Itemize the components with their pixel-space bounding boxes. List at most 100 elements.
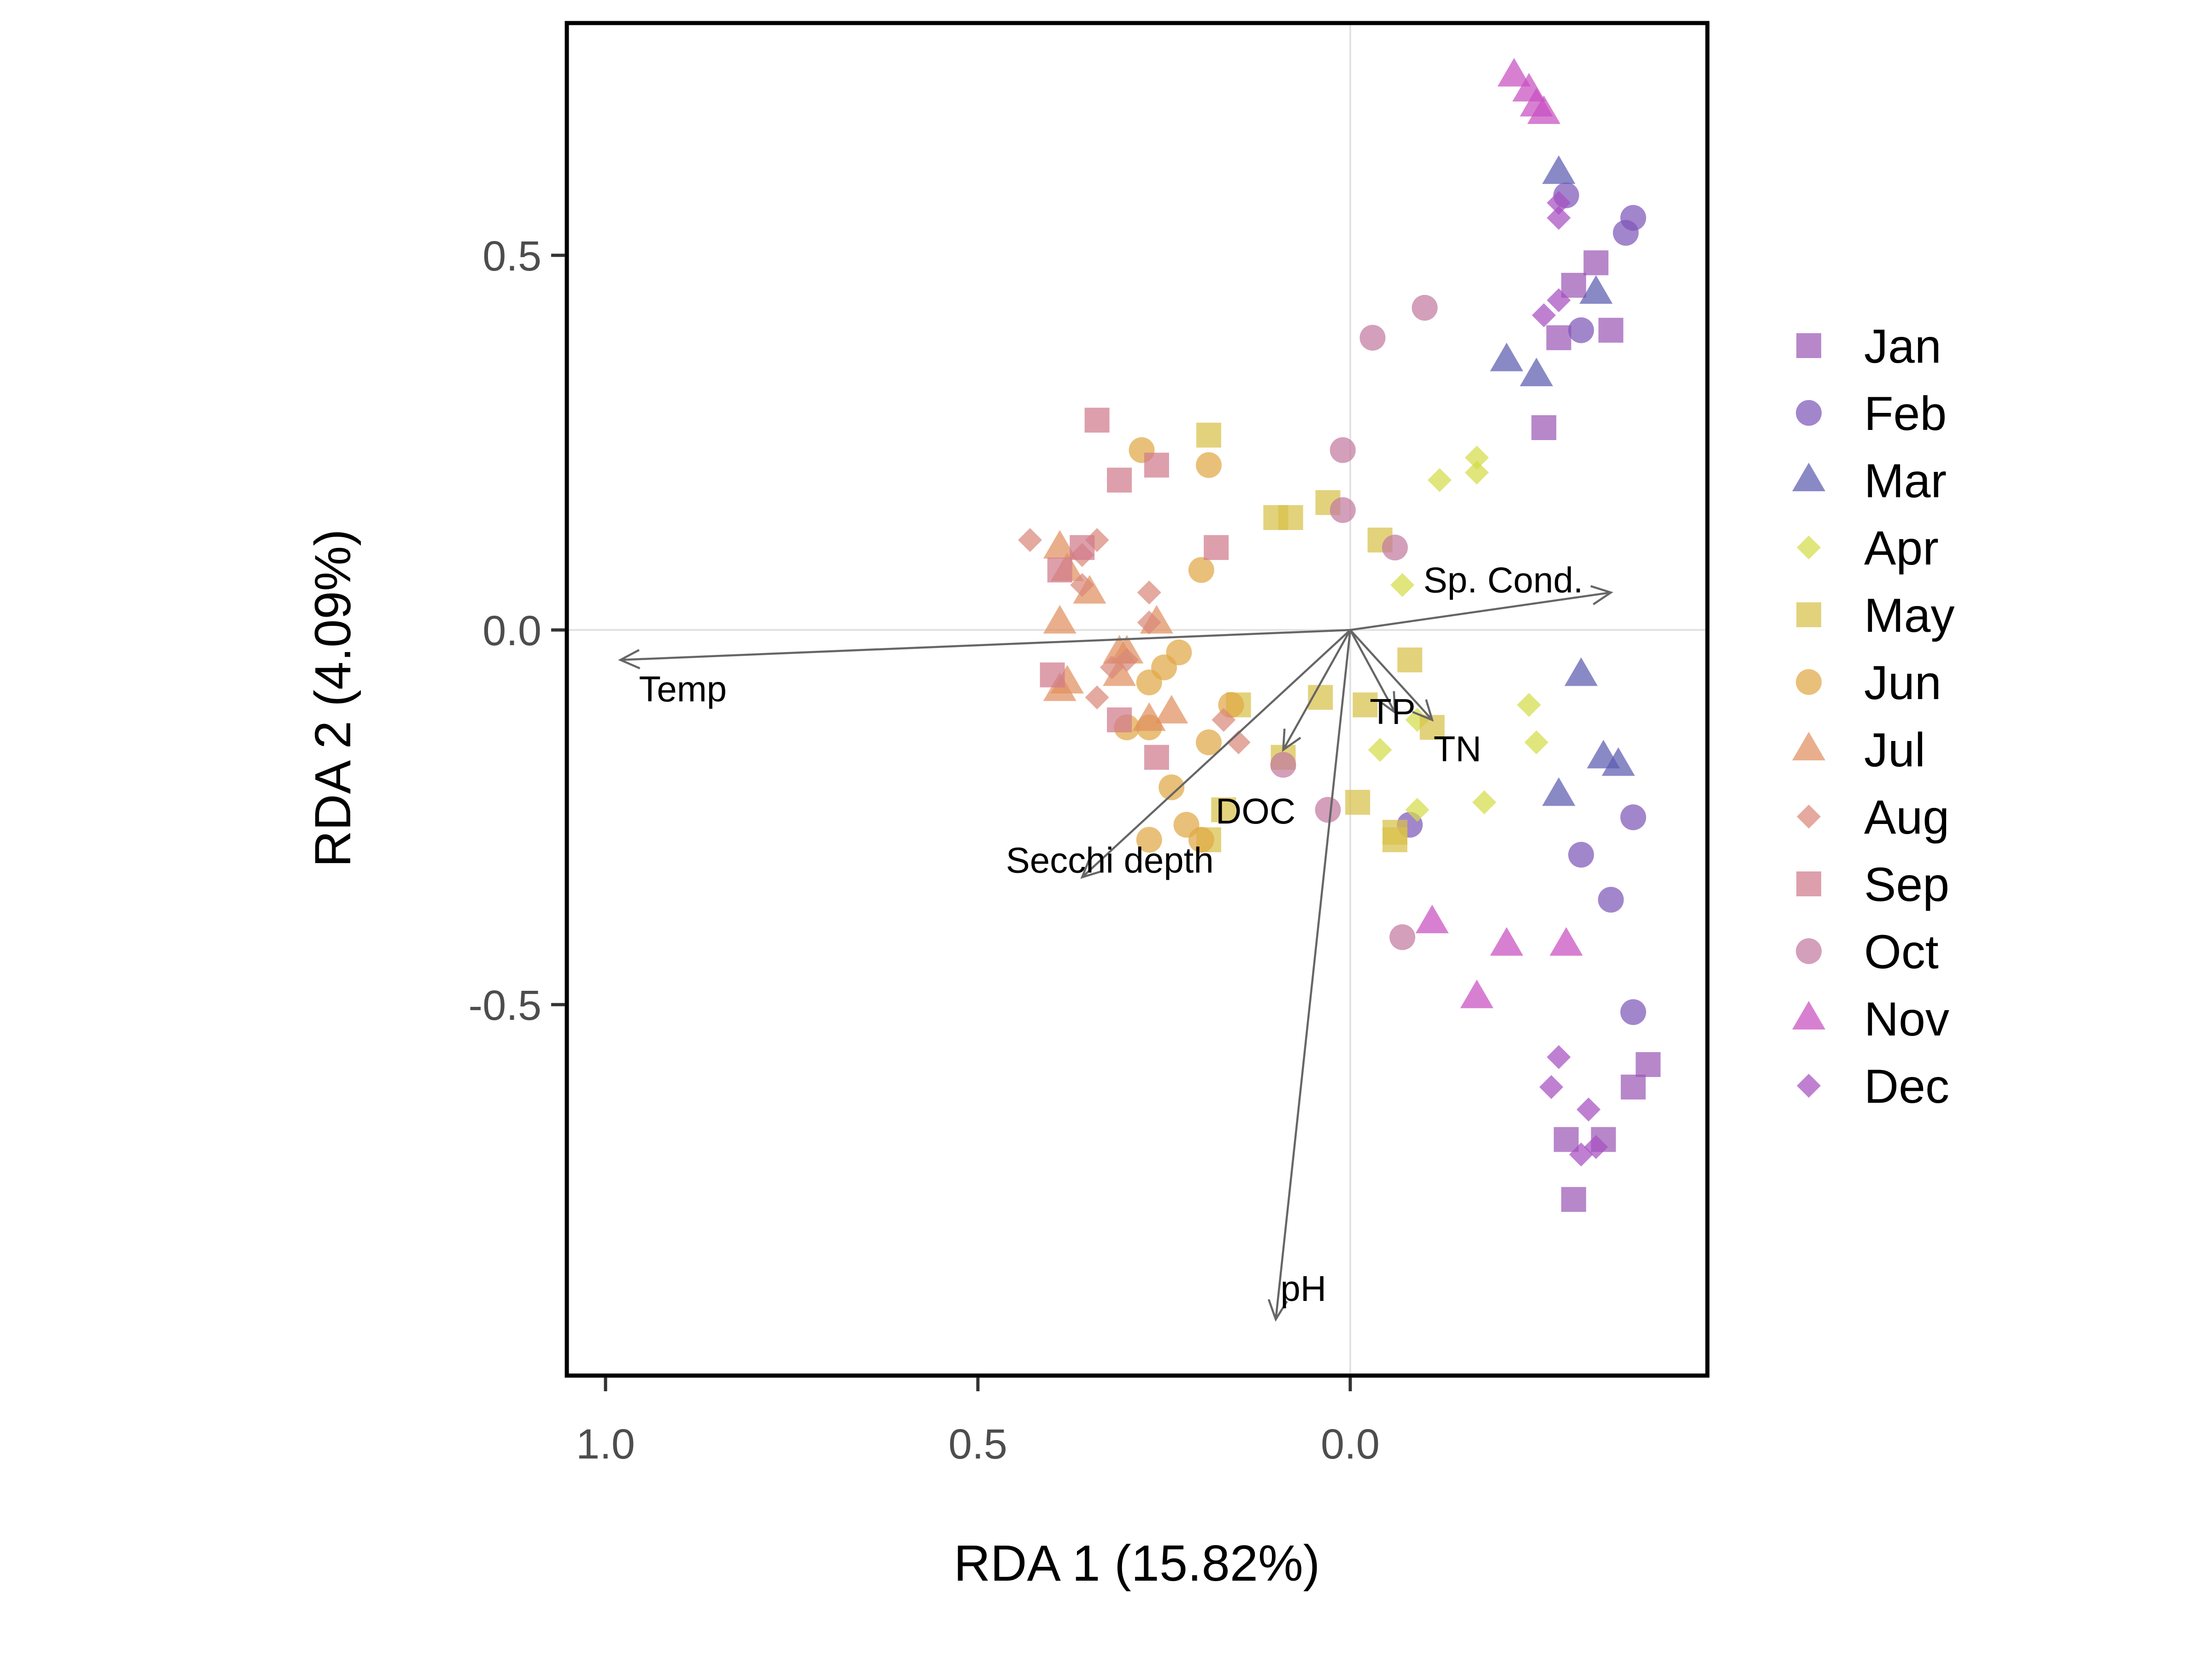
vector-doc: DOC (1216, 629, 1351, 831)
data-point (1547, 288, 1571, 312)
data-point (1527, 95, 1561, 124)
data-point (1159, 774, 1185, 800)
data-point (1144, 745, 1169, 770)
zero-gridlines (567, 23, 1707, 1376)
legend-key (1796, 400, 1822, 426)
data-point (1084, 407, 1110, 433)
legend-item-feb: Feb (1796, 387, 1947, 441)
legend-label: Jan (1864, 320, 1941, 373)
data-point (1397, 647, 1423, 673)
data-point (1542, 777, 1576, 806)
x-axis-title: RDA 1 (15.82%) (954, 1535, 1320, 1592)
data-point (1517, 693, 1541, 717)
data-point (1278, 505, 1303, 530)
data-point (1542, 155, 1576, 184)
data-point (1382, 535, 1408, 561)
legend-key (1796, 938, 1822, 964)
data-point (1524, 730, 1548, 754)
data-point (1270, 752, 1296, 778)
legend-label: Dec (1864, 1060, 1949, 1113)
data-points (1018, 58, 1661, 1212)
data-point (1569, 1142, 1593, 1167)
data-point (1196, 423, 1221, 448)
data-point (1188, 827, 1214, 853)
legend-label: Jul (1864, 724, 1925, 777)
legend-item-oct: Oct (1796, 925, 1939, 979)
x-axis: 1.0 0.5 0.0 (576, 1377, 1380, 1468)
legend-item-jan: Jan (1796, 320, 1941, 373)
vector-line (620, 629, 1351, 661)
data-point (1546, 325, 1571, 350)
data-point (1620, 804, 1647, 830)
legend-item-apr: Apr (1797, 522, 1939, 575)
vector-tn: TN (1349, 629, 1482, 769)
data-point (1561, 1187, 1586, 1212)
data-point (1612, 220, 1639, 246)
legend-label: Nov (1864, 993, 1949, 1046)
data-point (1553, 1127, 1579, 1152)
data-point (1212, 708, 1236, 732)
data-point (1315, 797, 1341, 823)
data-point (1359, 324, 1386, 351)
data-point (1568, 841, 1594, 868)
data-point (1547, 1045, 1571, 1069)
data-point (1460, 979, 1494, 1008)
data-point (1531, 415, 1557, 440)
vector-arrowhead (1267, 1299, 1288, 1322)
legend-label: May (1864, 589, 1954, 642)
y-tick-label: 0.5 (482, 233, 541, 280)
data-point (1389, 924, 1416, 950)
legend-key (1797, 805, 1821, 829)
data-point (1620, 999, 1647, 1025)
series-jan (1531, 250, 1661, 1212)
legend-key (1796, 871, 1821, 896)
legend-label: Feb (1864, 387, 1947, 441)
vector-arrowhead (618, 649, 641, 670)
legend-item-jul: Jul (1792, 724, 1925, 777)
legend-label: Apr (1864, 522, 1939, 575)
data-point (1040, 662, 1065, 688)
vector-line (1081, 629, 1351, 878)
legend-label: Aug (1864, 791, 1949, 844)
data-point (1345, 789, 1371, 815)
data-point (1226, 730, 1251, 754)
data-point (1204, 535, 1229, 560)
data-point (1598, 887, 1624, 913)
vector-ph: pH (1267, 629, 1352, 1322)
vector-label: Sp. Cond. (1424, 560, 1583, 600)
data-point (1070, 535, 1095, 560)
data-point (1107, 707, 1132, 733)
legend-item-may: May (1796, 589, 1954, 642)
vector-arrowhead (1282, 729, 1301, 752)
data-point (1188, 557, 1214, 583)
vector-line (1350, 591, 1611, 631)
data-point (1070, 573, 1094, 597)
x-tick-label: 0.0 (1321, 1421, 1380, 1468)
data-point (1549, 927, 1583, 956)
y-tick-label: -0.5 (468, 982, 541, 1029)
vector-label: Temp (639, 669, 727, 709)
vector-temp: Temp (618, 629, 1351, 709)
vector-tp: TP (1349, 629, 1416, 732)
legend-key (1796, 333, 1821, 358)
x-tick-label: 1.0 (576, 1421, 635, 1468)
y-axis: 0.5 0.0 -0.5 (468, 233, 565, 1029)
vector-arrowhead (1590, 585, 1613, 606)
data-point (1539, 1075, 1564, 1099)
legend-label: Sep (1864, 858, 1949, 912)
legend-label: Oct (1864, 925, 1939, 979)
data-point (1412, 294, 1438, 321)
data-point (1018, 528, 1042, 552)
legend-key (1797, 1074, 1821, 1098)
data-point (1132, 702, 1166, 731)
data-point (1382, 827, 1407, 853)
x-tick-label: 0.5 (948, 1421, 1007, 1468)
data-point (1427, 468, 1452, 492)
vector-label: TN (1434, 729, 1482, 769)
series-nov (1415, 58, 1583, 1008)
data-point (1144, 453, 1169, 478)
data-point (1353, 692, 1378, 718)
data-point (1465, 460, 1489, 485)
